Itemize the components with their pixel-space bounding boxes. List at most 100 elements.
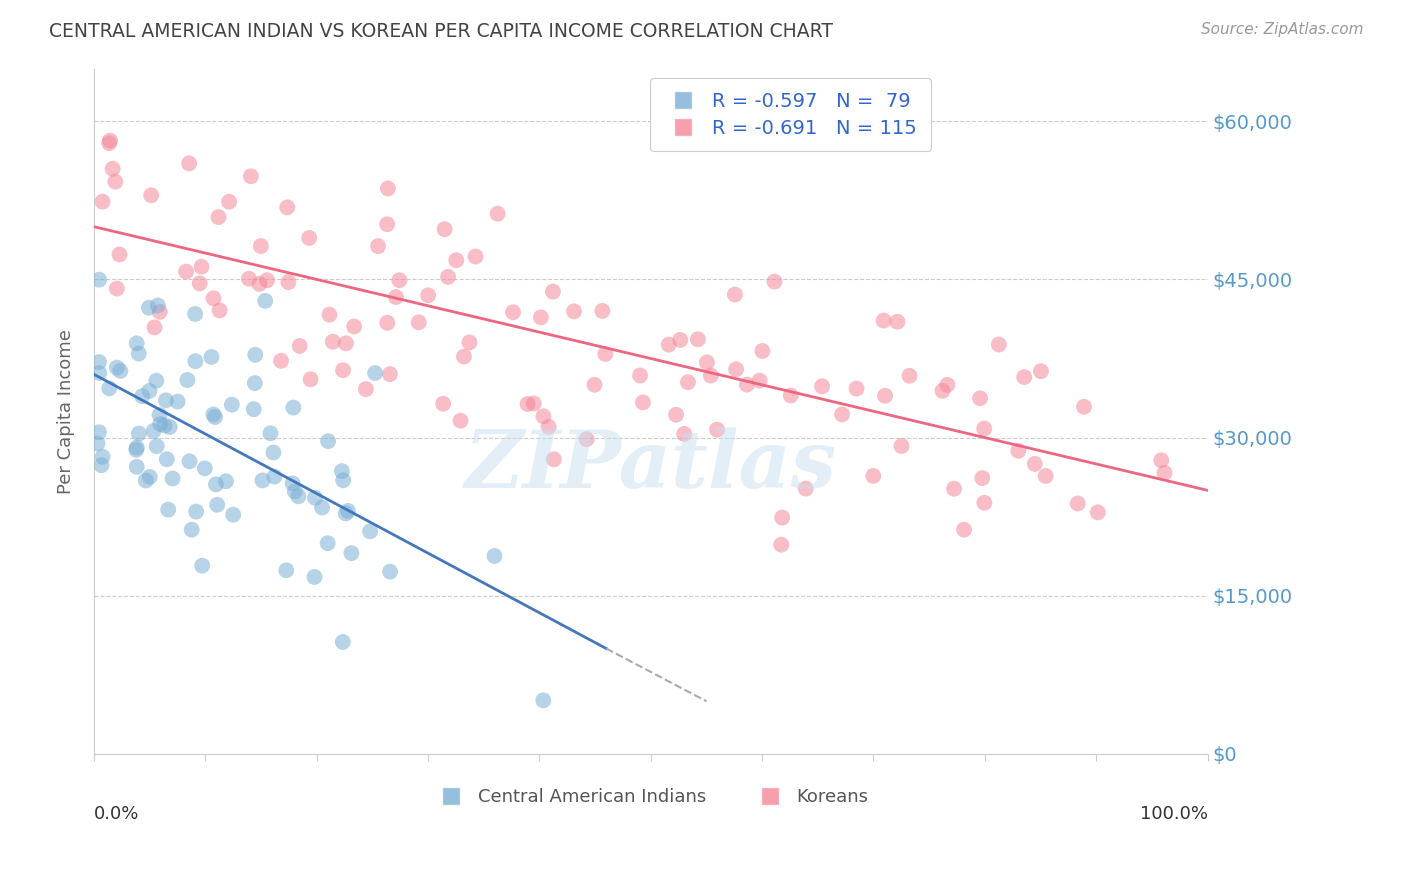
- Point: [180, 523, 202, 537]
- Point: [335, 507, 357, 521]
- Point: [706, 423, 728, 437]
- Point: [149, 417, 172, 431]
- Point: [176, 373, 198, 387]
- Point: [190, 260, 212, 274]
- Text: Source: ZipAtlas.com: Source: ZipAtlas.com: [1201, 22, 1364, 37]
- Point: [1087, 505, 1109, 519]
- Point: [936, 377, 959, 392]
- Point: [242, 402, 264, 417]
- Point: [104, 175, 127, 189]
- Point: [763, 275, 786, 289]
- Point: [458, 335, 481, 350]
- Point: [973, 496, 995, 510]
- Point: [676, 375, 699, 389]
- Point: [139, 188, 162, 202]
- Point: [108, 247, 131, 261]
- Point: [332, 363, 354, 377]
- Point: [159, 420, 181, 434]
- Point: [377, 181, 399, 195]
- Point: [316, 536, 339, 550]
- Point: [298, 231, 321, 245]
- Point: [562, 304, 585, 318]
- Point: [91, 450, 114, 464]
- Point: [751, 343, 773, 358]
- Point: [432, 397, 454, 411]
- Point: [138, 470, 160, 484]
- Text: ZIPatlas: ZIPatlas: [465, 427, 837, 505]
- Point: [973, 421, 995, 435]
- Point: [304, 491, 326, 505]
- Point: [388, 273, 411, 287]
- Point: [335, 336, 357, 351]
- Text: 0.0%: 0.0%: [94, 805, 139, 823]
- Point: [254, 293, 277, 308]
- Point: [91, 194, 114, 209]
- Point: [98, 381, 121, 395]
- Point: [831, 408, 853, 422]
- Text: CENTRAL AMERICAN INDIAN VS KOREAN PER CAPITA INCOME CORRELATION CHART: CENTRAL AMERICAN INDIAN VS KOREAN PER CA…: [49, 22, 834, 41]
- Y-axis label: Per Capita Income: Per Capita Income: [58, 329, 75, 493]
- Point: [135, 474, 157, 488]
- Point: [531, 409, 554, 424]
- Point: [177, 156, 200, 170]
- Point: [931, 384, 953, 398]
- Point: [464, 250, 486, 264]
- Point: [288, 339, 311, 353]
- Point: [145, 374, 167, 388]
- Point: [628, 368, 651, 383]
- Point: [416, 288, 439, 302]
- Point: [157, 502, 180, 516]
- Point: [145, 439, 167, 453]
- Point: [686, 332, 709, 346]
- Point: [202, 408, 225, 422]
- Point: [155, 393, 177, 408]
- Point: [138, 301, 160, 315]
- Point: [262, 445, 284, 459]
- Point: [110, 364, 132, 378]
- Point: [245, 348, 267, 362]
- Point: [90, 458, 112, 473]
- Point: [194, 461, 217, 475]
- Point: [156, 452, 179, 467]
- Point: [987, 337, 1010, 351]
- Point: [446, 253, 468, 268]
- Point: [128, 426, 150, 441]
- Point: [1150, 453, 1173, 467]
- Point: [1153, 466, 1175, 480]
- Point: [665, 408, 688, 422]
- Point: [125, 442, 148, 457]
- Point: [531, 693, 554, 707]
- Point: [179, 454, 201, 468]
- Point: [287, 489, 309, 503]
- Point: [202, 291, 225, 305]
- Point: [318, 308, 340, 322]
- Point: [299, 372, 322, 386]
- Point: [250, 239, 273, 253]
- Point: [1007, 443, 1029, 458]
- Point: [316, 434, 339, 449]
- Point: [207, 210, 229, 224]
- Point: [943, 482, 966, 496]
- Point: [239, 169, 262, 184]
- Point: [332, 473, 354, 487]
- Point: [340, 546, 363, 560]
- Point: [696, 355, 718, 369]
- Point: [283, 401, 305, 415]
- Point: [330, 464, 353, 478]
- Point: [87, 355, 110, 369]
- Point: [218, 194, 240, 209]
- Point: [207, 498, 229, 512]
- Point: [215, 475, 238, 489]
- Point: [311, 500, 333, 515]
- Point: [128, 346, 150, 360]
- Point: [142, 424, 165, 438]
- Point: [523, 396, 546, 410]
- Point: [146, 298, 169, 312]
- Point: [364, 366, 387, 380]
- Point: [1012, 370, 1035, 384]
- Point: [149, 305, 172, 319]
- Point: [148, 408, 170, 422]
- Point: [252, 474, 274, 488]
- Point: [153, 418, 176, 433]
- Point: [270, 353, 292, 368]
